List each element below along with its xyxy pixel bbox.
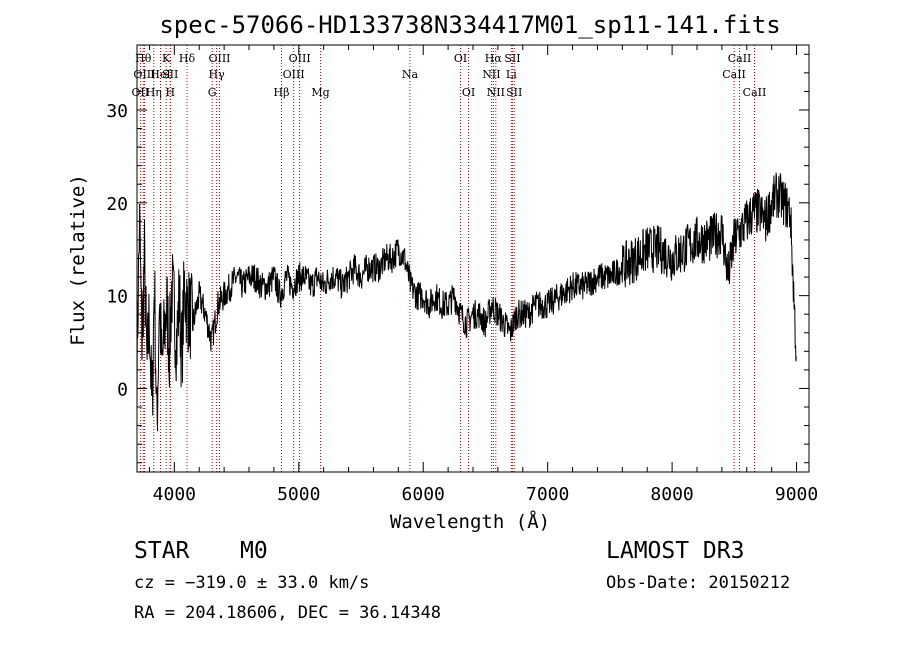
x-tick-label: 4000	[153, 484, 196, 505]
spectral-line-label: Li	[506, 68, 517, 81]
spectral-line-label: Hη	[146, 86, 162, 99]
y-tick-label: 20	[106, 194, 128, 215]
spectral-line-labels: OII Hθ OIII Hη HeI K SII H Hδ Hγ OIII G Hβ OIII OIII Mg…	[132, 52, 767, 99]
y-axis-label: Flux (relative)	[67, 174, 89, 346]
spectral-line-label: OIII	[283, 68, 305, 81]
spectral-line-label: CaII	[743, 86, 767, 99]
spectral-line-label: OIII	[133, 68, 155, 81]
survey-label: LAMOST DR3	[606, 538, 745, 564]
spectral-line-label: Hα	[485, 52, 503, 65]
spectral-line-label: OIII	[208, 52, 230, 65]
spectral-line-label: OI	[462, 86, 475, 99]
spectrum-line	[136, 172, 797, 432]
spectral-line-label: Hδ	[179, 52, 196, 65]
plot-frame	[136, 44, 810, 473]
spectral-line-label: SII	[506, 86, 522, 99]
spectral-line-label: K	[162, 52, 171, 65]
spectral-line-label: Hγ	[209, 68, 226, 81]
spectral-line-label: SII	[162, 68, 178, 81]
spectral-line-label: OI	[454, 52, 467, 65]
x-tick-label: 6000	[402, 484, 445, 505]
object-subclass: M0	[240, 538, 268, 564]
x-tick-label: 9000	[775, 484, 818, 505]
x-axis: 4000 5000 6000 7000 8000 9000	[148, 45, 818, 505]
x-axis-label: Wavelength (Å)	[390, 510, 550, 533]
x-tick-label: 8000	[650, 484, 693, 505]
spectral-line-label: HeI	[150, 68, 170, 81]
x-tick-label: 7000	[526, 484, 569, 505]
spectral-line-label: NII	[482, 68, 500, 81]
spectral-line-label: Hθ	[135, 52, 152, 65]
spectral-line-label: OII	[132, 86, 150, 99]
spectral-line-label: H	[166, 86, 176, 99]
spectral-line-label: G	[208, 86, 217, 99]
spectral-line-label: Na	[402, 68, 419, 81]
y-tick-label: 0	[117, 379, 128, 400]
spectral-line-label: OIII	[289, 52, 311, 65]
coordinates: RA = 204.18606, DEC = 36.14348	[134, 603, 442, 623]
chart-title: spec-57066-HD133738N334417M01_sp11-141.f…	[159, 11, 780, 39]
y-tick-label: 30	[106, 101, 128, 122]
spectral-line-label: SII	[504, 52, 520, 65]
object-class: STAR	[134, 538, 190, 564]
obs-date: Obs-Date: 20150212	[606, 573, 791, 593]
spectral-line-label: NII	[487, 86, 505, 99]
y-tick-label: 10	[106, 287, 128, 308]
spectral-line-label: CaII	[722, 68, 746, 81]
spectral-line-label: CaII	[728, 52, 752, 65]
x-tick-label: 5000	[277, 484, 320, 505]
spectral-line-label: Hβ	[274, 86, 290, 99]
spectral-line-label: Mg	[311, 86, 329, 99]
y-axis: 0 10 20 30	[106, 53, 809, 464]
redshift-cz: cz = −319.0 ± 33.0 km/s	[134, 573, 370, 593]
